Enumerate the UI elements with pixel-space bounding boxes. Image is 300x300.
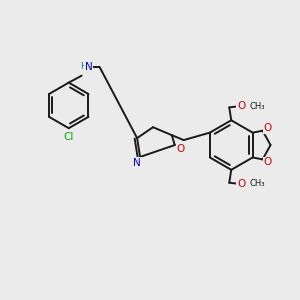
Text: CH₃: CH₃: [249, 179, 265, 188]
Text: N: N: [133, 158, 141, 168]
Text: H: H: [80, 62, 87, 71]
Text: O: O: [177, 144, 185, 154]
Text: Cl: Cl: [64, 132, 74, 142]
Text: O: O: [237, 179, 245, 189]
Text: O: O: [263, 123, 272, 133]
Text: O: O: [263, 158, 272, 167]
Text: O: O: [237, 101, 245, 111]
Text: N: N: [85, 62, 92, 72]
Text: CH₃: CH₃: [249, 102, 265, 111]
